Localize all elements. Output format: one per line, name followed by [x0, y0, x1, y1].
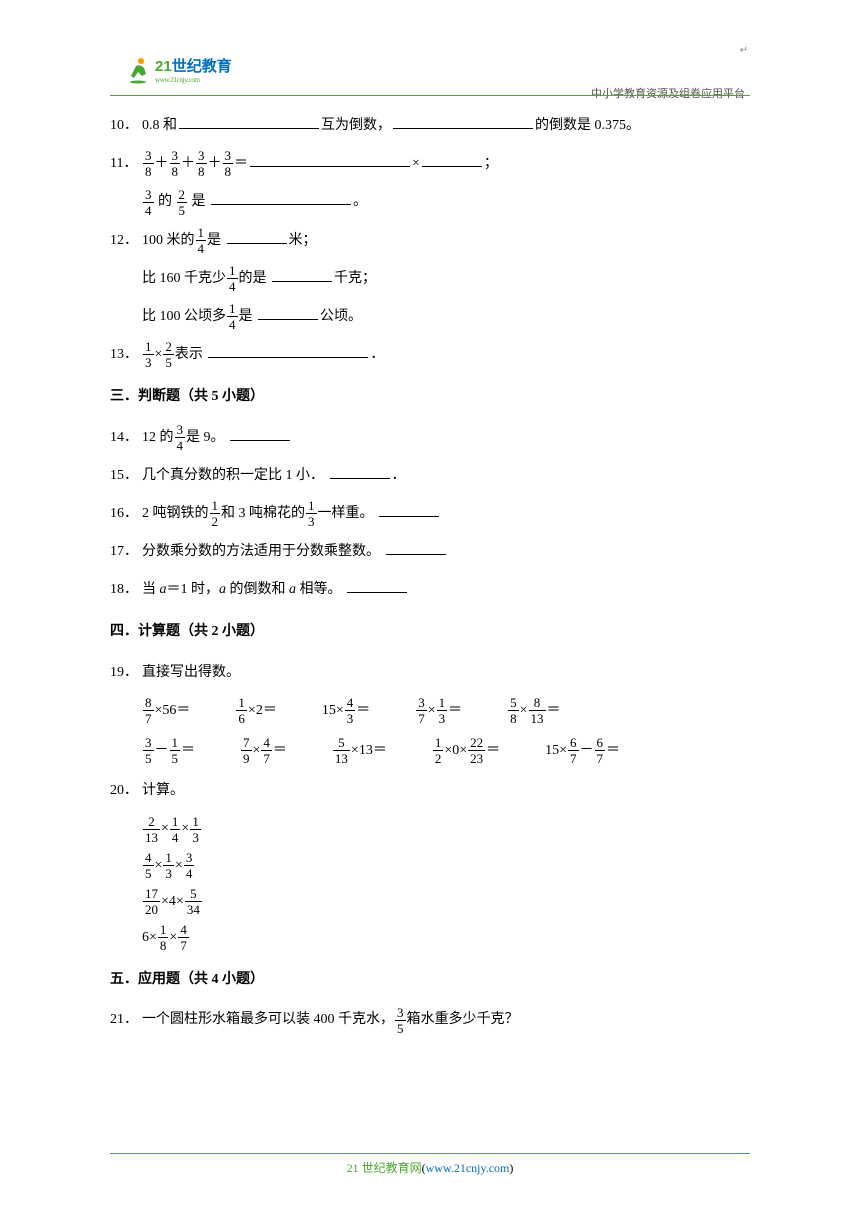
footer-link[interactable]: www.21cnjy.com: [426, 1161, 510, 1175]
question-16: 16． 2 吨钢铁的12和 3 吨棉花的13一样重。: [110, 498, 750, 530]
calc-20-1: 213×14×13: [142, 813, 750, 845]
question-19: 19． 直接写出得数。: [110, 657, 750, 689]
site-logo: 21世纪教育 www.21cnjy.com: [128, 55, 232, 84]
question-20: 20． 计算。: [110, 775, 750, 807]
blank-input[interactable]: [250, 153, 410, 167]
blank-input[interactable]: [179, 115, 319, 129]
blank-input[interactable]: [227, 230, 287, 244]
page-footer: 21 世纪教育网(www.21cnjy.com): [110, 1153, 750, 1176]
question-18: 18． 当 a＝1 时，a 的倒数和 a 相等。: [110, 574, 750, 606]
logo-icon: [128, 56, 152, 84]
calc-20-3: 1720×4×534: [142, 886, 750, 918]
section-3-header: 三．判断题（共 5 小题）: [110, 381, 750, 413]
calc-20-4: 6×18×47: [142, 922, 750, 954]
question-12: 12． 100 米的14是 米；: [110, 225, 750, 257]
calc-20-2: 45×13×34: [142, 850, 750, 882]
corner-mark: ↵: [740, 45, 748, 56]
blank-input[interactable]: [230, 427, 290, 441]
blank-input[interactable]: [386, 541, 446, 555]
question-17: 17． 分数乘分数的方法适用于分数乘整数。: [110, 536, 750, 568]
blank-input[interactable]: [211, 191, 351, 205]
question-10: 10． 0.8 和互为倒数，的倒数是 0.375。: [110, 110, 750, 142]
blank-input[interactable]: [258, 306, 318, 320]
question-14: 14． 12 的34是 9。: [110, 422, 750, 454]
blank-input[interactable]: [347, 579, 407, 593]
question-11-sub: 34 的 25 是 。: [142, 186, 750, 218]
header-subtitle: 中小学教育资源及组卷应用平台: [591, 85, 745, 101]
logo-brand: 世纪教育: [172, 58, 232, 75]
document-body: 10． 0.8 和互为倒数，的倒数是 0.375。 11． 38＋38＋38＋3…: [110, 110, 750, 1037]
calc-row-1: 87×56＝ 16×2＝ 15×43＝ 37×13＝ 58×813＝: [142, 695, 750, 727]
calc-row-2: 35－15＝ 79×47＝ 513×13＝ 12×0×2223＝ 15×67－6…: [142, 735, 750, 767]
logo-url: www.21cnjy.com: [155, 76, 232, 84]
blank-input[interactable]: [379, 503, 439, 517]
header-divider: [110, 94, 750, 96]
section-4-header: 四．计算题（共 2 小题）: [110, 616, 750, 648]
question-13: 13． 13×25表示 ．: [110, 339, 750, 371]
section-5-header: 五．应用题（共 4 小题）: [110, 964, 750, 996]
blank-input[interactable]: [208, 344, 368, 358]
blank-input[interactable]: [422, 153, 482, 167]
logo-21: 21: [155, 58, 172, 75]
question-12-sub1: 比 160 千克少14的是 千克；: [142, 263, 750, 295]
question-21: 21． 一个圆柱形水箱最多可以装 400 千克水，35箱水重多少千克？: [110, 1004, 750, 1036]
question-15: 15． 几个真分数的积一定比 1 小． ．: [110, 460, 750, 492]
blank-input[interactable]: [330, 465, 390, 479]
question-12-sub2: 比 100 公顷多14是 公顷。: [142, 301, 750, 333]
question-11: 11． 38＋38＋38＋38＝×；: [110, 148, 750, 180]
blank-input[interactable]: [272, 268, 332, 282]
blank-input[interactable]: [393, 115, 533, 129]
